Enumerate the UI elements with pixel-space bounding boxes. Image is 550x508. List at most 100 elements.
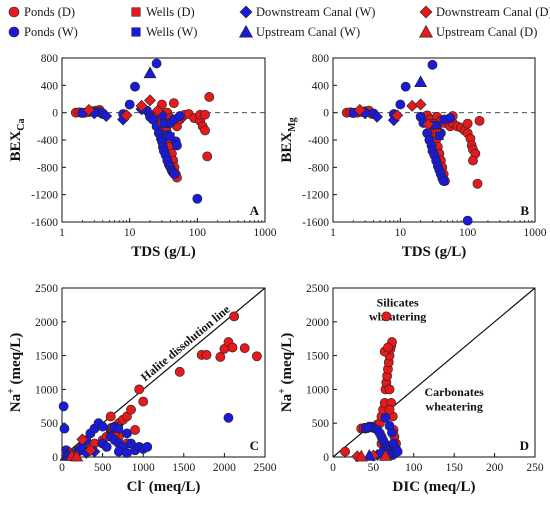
point-ponds_w — [388, 438, 399, 449]
point-ponds_w — [395, 99, 406, 110]
x-tick-label: 200 — [486, 462, 504, 474]
point-up_w — [414, 75, 428, 88]
y-axis-label-sub: Ca — [16, 118, 27, 130]
y-tick-label: -1600 — [31, 217, 58, 229]
point-ponds_d — [126, 404, 136, 415]
x-tick-label: 1 — [59, 227, 65, 239]
x-tick-label: 250 — [526, 462, 544, 474]
point-ponds_d — [474, 115, 485, 126]
point-down_d — [120, 109, 133, 122]
y-tick-label: 1000 — [35, 384, 58, 396]
point-down_d — [144, 94, 156, 107]
point-ponds_w — [462, 215, 473, 226]
point-ponds_w — [427, 59, 438, 70]
point-wells_w — [159, 118, 169, 128]
point-wells_w — [166, 132, 175, 141]
point-up_d — [354, 449, 368, 462]
y-axis-label-sub: Mg — [287, 117, 298, 131]
point-ponds_d — [229, 311, 240, 322]
panel-c: 0 500 1000 1500 2000 2500 0 500 1000 1500 2000 2500… — [6, 283, 277, 495]
point-ponds_w — [151, 58, 162, 69]
point-ponds_d — [251, 351, 262, 362]
point-ponds_d — [215, 352, 226, 362]
y-axis-label: Na+ (meq/L) — [6, 333, 24, 412]
y-tick-label: 1500 — [306, 351, 329, 363]
point-down_d — [82, 103, 95, 116]
y-tick-label: -1600 — [302, 217, 329, 229]
x-tick-label: 100 — [459, 227, 477, 239]
legend-marker-down_d — [419, 5, 433, 19]
point-ponds_d — [201, 350, 212, 360]
panel-d: 0 50 100 150 200 25005001000150020002500Silic… — [277, 283, 544, 495]
annotation: wheatering — [426, 399, 483, 413]
point-down_d — [422, 118, 435, 131]
x-tick-label: 150 — [446, 462, 464, 474]
y-axis-label-main: Na — [279, 393, 295, 412]
point-ponds_d — [204, 92, 215, 102]
y-axis-label-main: Na — [8, 393, 24, 412]
y-tick-label: 0 — [52, 452, 58, 464]
y-axis-label-rest: (meq/L) — [279, 333, 295, 388]
x-axis-label-rest: (meq/L) — [145, 479, 200, 495]
x-axis-label: TDS (g/L) — [131, 244, 196, 260]
x-tick-label: 10 — [395, 227, 407, 239]
x-tick-label: 1000 — [524, 227, 547, 239]
annotation: wheatering — [369, 309, 426, 323]
y-tick-label: 400 — [41, 80, 59, 92]
x-tick-label: 1000 — [254, 227, 277, 239]
legend-marker-down_w — [239, 5, 253, 19]
point-up_w — [362, 449, 376, 461]
x-tick-label: 2000 — [213, 462, 236, 474]
point-up_d — [379, 449, 393, 461]
y-axis-label-main: BEX — [279, 132, 295, 163]
x-axis-label-main: Cl — [127, 479, 142, 495]
point-down_w — [100, 110, 113, 123]
legend-label-down_d: Downstream Canal (D) — [436, 5, 550, 19]
panel-a: 1 10 100 1000 -1600 -1200 -800 -400 0 400 800 A TDS … — [8, 53, 277, 260]
point-up_w — [143, 66, 157, 79]
y-tick-label: -1200 — [302, 190, 329, 202]
point-ponds_w — [174, 111, 185, 121]
point-ponds_w — [113, 446, 124, 457]
x-tick-label: 100 — [405, 462, 423, 474]
y-axis-label-main: BEX — [8, 131, 24, 162]
point-ponds_d — [200, 125, 210, 136]
y-tick-label: -400 — [308, 135, 329, 147]
y-tick-label: 0 — [52, 108, 58, 120]
panel-label: D — [520, 438, 529, 453]
point-ponds_d — [340, 446, 351, 457]
point-down_d — [76, 433, 89, 446]
y-tick-label: 2500 — [306, 283, 329, 295]
legend-marker-ponds_d — [8, 6, 20, 18]
y-axis-label: Na+ (meq/L) — [277, 333, 295, 412]
point-ponds_w — [142, 441, 153, 452]
y-tick-label: 1500 — [35, 351, 58, 363]
point-ponds_d — [168, 98, 179, 108]
point-ponds_w — [445, 113, 456, 124]
point-ponds_w — [122, 428, 132, 439]
point-ponds_w — [58, 401, 69, 412]
y-tick-label: 500 — [41, 418, 59, 430]
y-tick-label: 0 — [323, 452, 329, 464]
y-tick-label: 1000 — [306, 384, 329, 396]
annotation: Carbonates — [425, 385, 485, 399]
point-wells_w — [364, 423, 373, 432]
point-ponds_w — [387, 427, 397, 438]
y-tick-label: 2000 — [306, 317, 329, 329]
x-axis-label: Cl- (meq/L) — [127, 477, 201, 495]
x-tick-label: 0 — [330, 462, 336, 474]
panel-b: 1 10 100 1000 -1600 -1200 -800 -400 0 400 800 B TDS … — [279, 53, 547, 260]
point-ponds_w — [101, 441, 112, 452]
y-tick-label: 0 — [323, 108, 329, 120]
point-ponds_w — [400, 81, 411, 92]
point-wells_w — [114, 424, 124, 433]
point-down_d — [353, 103, 366, 116]
panel-label: A — [250, 203, 260, 218]
point-ponds_d — [202, 151, 213, 162]
point-ponds_d — [174, 366, 185, 377]
point-ponds_d — [381, 311, 392, 322]
point-ponds_d — [468, 155, 478, 166]
y-tick-label: -1200 — [31, 190, 58, 202]
x-axis-label-sup: - — [142, 477, 145, 488]
y-tick-label: -800 — [308, 162, 329, 174]
